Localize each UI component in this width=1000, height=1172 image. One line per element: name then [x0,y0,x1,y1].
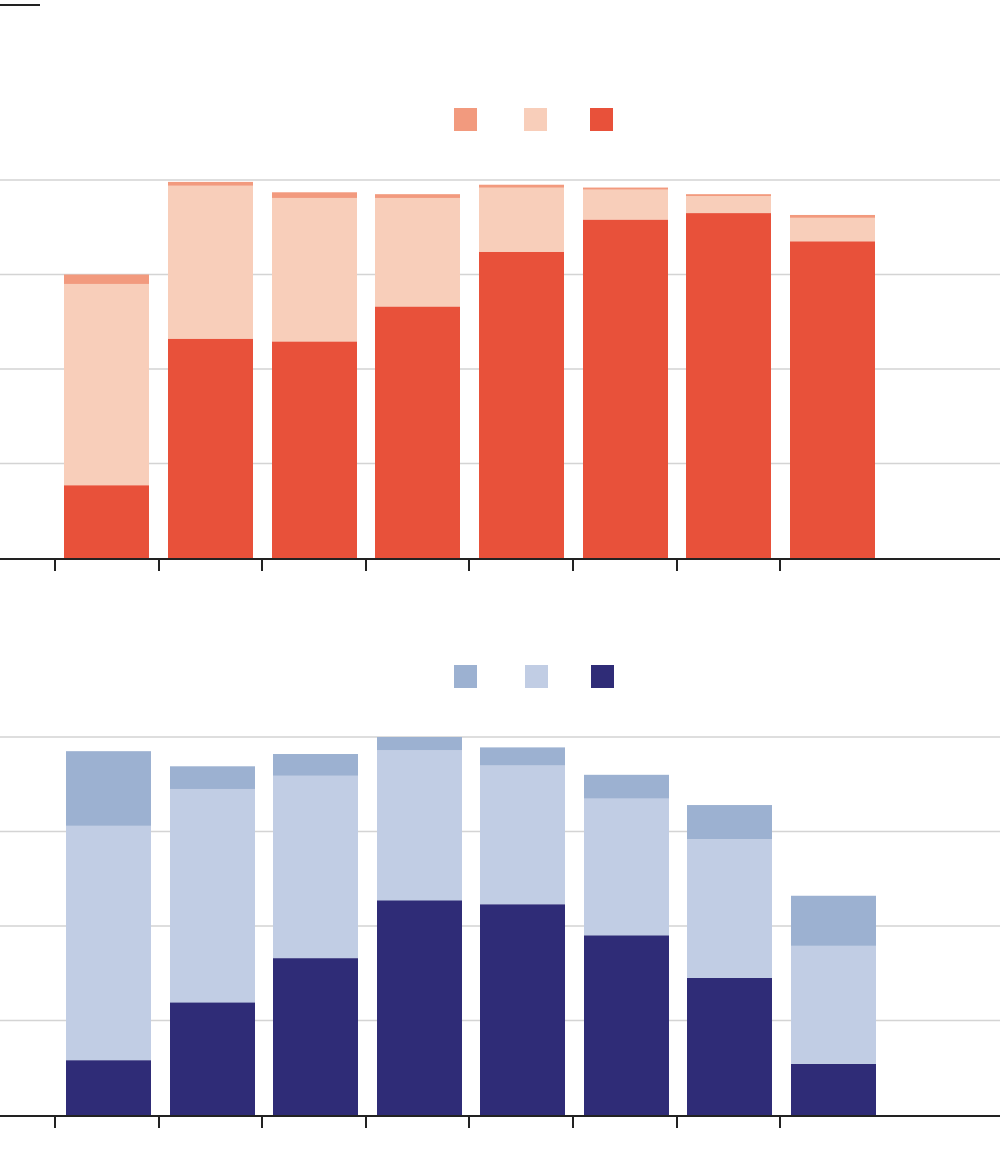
chart-panel-lower [0,665,1000,1128]
bar-segment [64,485,149,558]
bar-segment [375,197,460,307]
bar-segment [273,958,358,1115]
legend-swatch [524,108,547,131]
bar-segment [170,788,255,1003]
bar-segment [583,187,668,190]
bar-segment [583,219,668,558]
bar-segment [273,775,358,959]
bar-segment [66,1060,151,1115]
bar-segment [272,192,357,198]
bar-segment [479,187,564,252]
bar-segment [790,217,875,242]
bar-segment [583,189,668,220]
bar-segment [272,341,357,558]
bar-segment [64,283,149,486]
bar-segment [168,181,253,186]
bar-segment [584,774,669,799]
bar-segment [170,1002,255,1115]
bar-segment [64,274,149,284]
bar-segment [686,194,771,197]
bar-segment [687,805,772,840]
bar-segment [377,737,462,751]
legend-swatch [590,108,613,131]
bar-segment [790,241,875,559]
bar-segment [791,945,876,1064]
bar-segment [686,213,771,558]
bar-segment [66,751,151,826]
bar-segment [377,750,462,901]
bar-segment [377,900,462,1115]
bar-segment [375,306,460,558]
bar-segment [273,754,358,776]
bar-segment [790,214,875,218]
bar-segment [584,935,669,1115]
bar-segment [272,197,357,342]
chart-panel-upper [0,108,1000,571]
legend-swatch [591,665,614,688]
bar-segment [66,825,151,1061]
bar-segment [375,194,460,198]
legend-swatch [525,665,548,688]
bar-segment [168,185,253,339]
bar-segment [584,798,669,936]
legend-swatch [454,665,477,688]
legend-swatch [454,108,477,131]
bar-segment [479,251,564,558]
bar-segment [480,747,565,766]
bar-segment [686,196,771,214]
bar-segment [687,977,772,1115]
bar-segment [480,765,565,905]
bar-segment [791,1063,876,1115]
bar-segment [687,839,772,978]
bar-segment [170,766,255,789]
bar-segment [168,338,253,558]
bar-segment [791,895,876,946]
bar-segment [479,184,564,188]
bar-segment [480,904,565,1115]
